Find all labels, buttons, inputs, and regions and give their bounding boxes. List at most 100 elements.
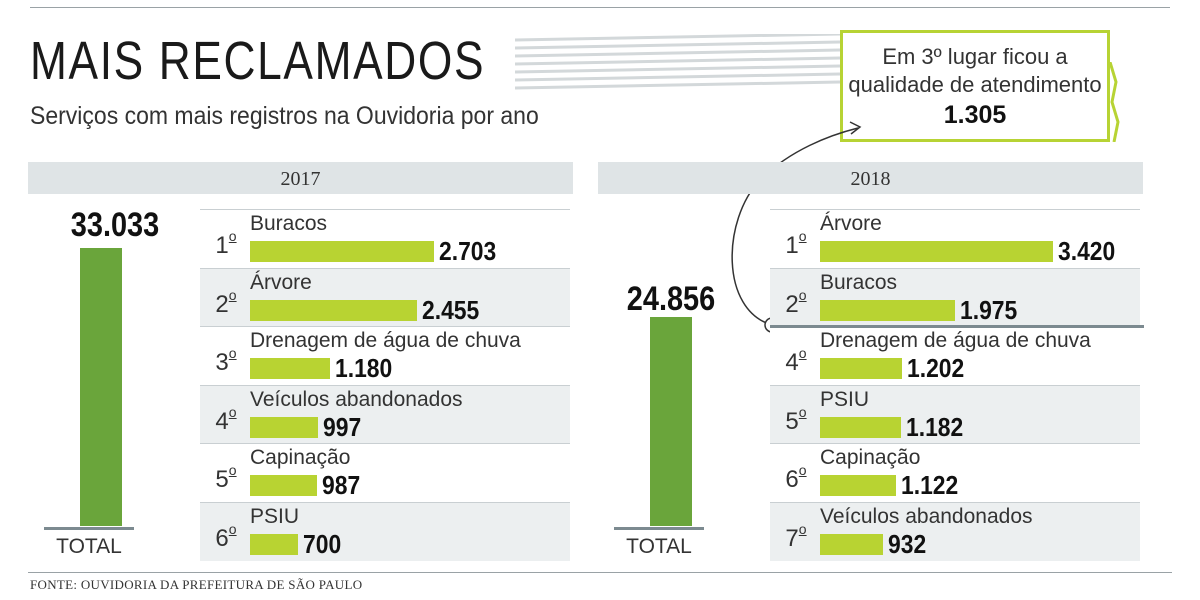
item-value: 1.122 [901, 470, 959, 500]
rank-number: 5o [206, 462, 246, 494]
ranking-row: 3o Drenagem de água de chuva 1.180 [200, 326, 570, 385]
item-label: PSIU [820, 387, 870, 411]
item-value: 700 [303, 528, 342, 559]
item-value: 987 [322, 470, 361, 500]
total-value: 33.033 [70, 206, 160, 244]
item-bar [250, 299, 417, 321]
rank-digit: 2 [215, 290, 229, 318]
rank-digit: 1 [215, 232, 229, 259]
total-bar [80, 248, 122, 526]
ranking-row: 5o Capinação 987 [200, 443, 570, 502]
item-label: Veículos abandonados [250, 387, 463, 411]
item-label: Veículos abandonados [820, 504, 1033, 528]
item-label: Drenagem de água de chuva [250, 329, 521, 352]
item-bar [250, 475, 317, 496]
rank-digit: 2 [785, 290, 799, 318]
total-baseline [44, 527, 134, 530]
item-value: 1.180 [335, 353, 393, 383]
item-bar [820, 533, 883, 555]
ordinal-indicator: o [798, 228, 807, 244]
item-bar [820, 241, 1053, 262]
item-value: 932 [888, 528, 927, 559]
ordinal-indicator: o [228, 286, 237, 303]
ordinal-indicator: o [798, 462, 807, 478]
item-value: 2.703 [439, 236, 497, 266]
item-value: 3.420 [1058, 236, 1116, 266]
rank-digit: 5 [785, 407, 799, 435]
ranking-row: 2o Árvore 2.455 [200, 267, 570, 327]
total-baseline [614, 527, 704, 530]
rank-number: 1o [206, 228, 246, 260]
callout-line-1: Em 3º lugar ficou a [882, 44, 1068, 69]
ranking-row: 6o PSIU 700 [200, 501, 570, 561]
rank-digit: 5 [215, 466, 229, 493]
ranking-row: 6o Capinação 1.122 [770, 443, 1140, 502]
ordinal-indicator: o [228, 520, 237, 537]
ordinal-indicator: o [798, 403, 807, 420]
item-label: Drenagem de água de chuva [820, 329, 1091, 352]
ordinal-indicator: o [798, 286, 807, 303]
item-value: 2.455 [422, 294, 480, 325]
item-label: Árvore [820, 212, 882, 235]
item-label: PSIU [250, 504, 300, 528]
year-header: 2017 [28, 162, 573, 194]
ordinal-indicator: o [228, 228, 237, 244]
ranking-row: 1o Buracos 2.703 [200, 209, 570, 268]
item-value: 1.202 [907, 353, 965, 383]
rank-number: 6o [776, 462, 816, 494]
rank-digit: 7 [785, 524, 799, 552]
rank-digit: 6 [785, 466, 799, 493]
item-bar [820, 299, 955, 321]
total-value: 24.856 [626, 280, 716, 318]
third-place-divider [770, 325, 1144, 328]
ranking-row: 4o Veículos abandonados 997 [200, 384, 570, 444]
item-bar [250, 241, 434, 262]
rank-number: 2o [206, 287, 246, 319]
item-bar [250, 533, 298, 555]
ordinal-indicator: o [228, 345, 237, 361]
rank-digit: 1 [785, 232, 799, 259]
total-bar [650, 317, 692, 526]
item-label: Buracos [820, 270, 898, 294]
callout-value: 1.305 [943, 101, 1007, 129]
ranking-row: 5o PSIU 1.182 [770, 384, 1140, 444]
item-value: 1.182 [906, 411, 964, 442]
hatch-decoration [515, 34, 840, 90]
ordinal-indicator: o [228, 462, 237, 478]
panel-2018: 2018 24.856 TOTAL 1o Árvore 3.420 2o Buracos… [598, 162, 1143, 567]
rank-digit: 6 [215, 524, 229, 552]
rank-number: 5o [776, 404, 816, 436]
rank-number: 6o [206, 521, 246, 553]
ranking-row: 2o Buracos 1.975 [770, 267, 1140, 327]
item-label: Capinação [820, 446, 921, 469]
source-note: FONTE: OUVIDORIA DA PREFEITURA DE SÃO PA… [30, 577, 363, 592]
item-bar [820, 416, 901, 438]
rank-number: 4o [206, 404, 246, 436]
callout-brush-decoration [1108, 62, 1120, 142]
ordinal-indicator: o [228, 403, 237, 420]
callout-box: Em 3º lugar ficou a qualidade de atendim… [840, 30, 1110, 142]
top-rule [30, 7, 1170, 8]
chart-subtitle: Serviços com mais registros na Ouvidoria… [30, 102, 539, 130]
item-value: 997 [323, 411, 362, 442]
bottom-rule [28, 572, 1172, 573]
item-bar [820, 358, 902, 379]
total-label: TOTAL [626, 535, 692, 558]
year-header: 2018 [598, 162, 1143, 194]
panel-2017: 2017 33.033 TOTAL 1o Buracos 2.703 2o Árvore… [28, 162, 573, 567]
ranking-row: 7o Veículos abandonados 932 [770, 501, 1140, 561]
rank-number: 4o [776, 345, 816, 377]
item-bar [820, 475, 896, 496]
ranking-row: 1o Árvore 3.420 [770, 209, 1140, 268]
rank-digit: 4 [215, 407, 229, 435]
chart-title: MAIS RECLAMADOS [30, 31, 486, 91]
rank-number: 1o [776, 228, 816, 260]
item-label: Árvore [250, 270, 312, 294]
rank-digit: 4 [785, 349, 799, 376]
item-bar [250, 416, 318, 438]
item-bar [250, 358, 330, 379]
ordinal-indicator: o [798, 520, 807, 537]
item-label: Capinação [250, 446, 351, 469]
rank-digit: 3 [215, 349, 229, 376]
ranking-row: 4o Drenagem de água de chuva 1.202 [770, 326, 1140, 385]
